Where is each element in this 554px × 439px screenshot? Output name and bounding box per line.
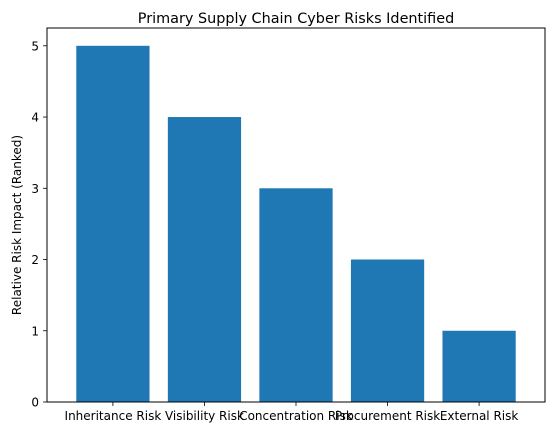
bar-visibility-risk [167,117,242,403]
plot-frame [46,27,546,403]
bar-concentration-risk [259,188,333,402]
y-tick-label: 0 [31,396,39,410]
x-tick-label: Inheritance Risk [65,409,162,423]
y-axis-label: Relative Risk Impact (Ranked) [10,135,24,315]
y-tick-label: 3 [31,182,39,196]
bar-inheritance-risk [76,45,150,403]
x-tick-label: Concentration Risk [239,409,353,423]
ticks-layer: Inheritance Risk Visibility RiskConcentra… [31,39,518,423]
bar-procurement-risk [350,259,425,402]
x-tick-label: Visibility Risk [165,409,244,423]
y-tick-label: 2 [31,253,39,267]
y-tick-label: 1 [31,324,39,338]
y-tick-label: 5 [31,39,39,53]
chart-title: Primary Supply Chain Cyber Risks Identif… [138,11,454,27]
bar-external-risk [442,330,516,402]
y-tick-label: 4 [31,111,39,125]
x-tick-label: External Risk [440,409,519,423]
bars-layer [76,45,516,403]
x-tick-label: Procurement Risk [335,409,440,423]
